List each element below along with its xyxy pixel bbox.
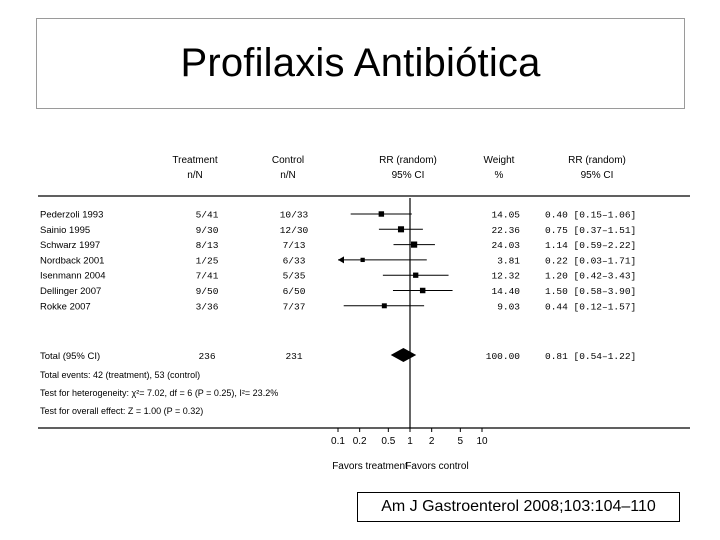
study-treatment: 9/30	[196, 225, 219, 236]
study-point-estimate	[381, 303, 387, 309]
note-overall-effect: Test for overall effect: Z = 1.00 (P = 0…	[40, 406, 203, 416]
total-weight: 100.00	[486, 351, 521, 362]
study-name: Isenmann 2004	[40, 271, 106, 282]
study-control: 7/13	[283, 240, 306, 251]
header-rr-2: 95% CI	[392, 170, 425, 181]
study-treatment: 1/25	[196, 255, 219, 266]
x-tick-label: 0.2	[353, 436, 367, 447]
study-name: Pederzoli 1993	[40, 210, 103, 221]
favors-treatment-label: Favors treatment	[332, 461, 408, 472]
x-tick-label: 0.5	[381, 436, 395, 447]
total-diamond	[390, 348, 417, 362]
header-control-1: Control	[272, 155, 304, 166]
study-point-estimate	[397, 226, 405, 233]
total-ci: 0.81 [0.54–1.22]	[545, 351, 636, 362]
study-treatment: 8/13	[196, 240, 219, 251]
note-heterogeneity: Test for heterogeneity: χ²= 7.02, df = 6…	[40, 388, 278, 398]
study-weight: 9.03	[497, 301, 520, 312]
x-tick-label: 1	[407, 436, 413, 447]
header-control-2: n/N	[280, 170, 296, 181]
slide-title: Profilaxis Antibiótica	[180, 41, 541, 85]
study-name: Schwarz 1997	[40, 240, 100, 251]
study-control: 12/30	[280, 225, 309, 236]
study-ci: 0.75 [0.37–1.51]	[545, 225, 636, 236]
study-weight: 14.40	[491, 286, 520, 297]
header-rr-1: RR (random)	[379, 155, 437, 166]
study-weight: 12.32	[491, 271, 520, 282]
study-control: 6/33	[283, 255, 306, 266]
study-control: 5/35	[283, 271, 306, 282]
header-treatment-1: Treatment	[172, 155, 217, 166]
study-ci-arrow	[338, 256, 344, 264]
note-events: Total events: 42 (treatment), 53 (contro…	[40, 370, 200, 380]
header-weight-2: %	[495, 170, 504, 181]
study-weight: 24.03	[491, 240, 520, 251]
study-name: Sainio 1995	[40, 225, 90, 236]
study-ci: 1.20 [0.42–3.43]	[545, 271, 636, 282]
study-ci: 1.50 [0.58–3.90]	[545, 286, 636, 297]
study-rows: Pederzoli 1993 5/41 10/33 14.05 0.40 [0.15–1…	[40, 198, 636, 428]
study-ci: 0.40 [0.15–1.06]	[545, 210, 636, 221]
study-treatment: 9/50	[196, 286, 219, 297]
citation-text: Am J Gastroenterol 2008;103:104–110	[381, 498, 656, 515]
study-name: Dellinger 2007	[40, 286, 101, 297]
study-treatment: 3/36	[196, 301, 219, 312]
x-tick-label: 10	[476, 436, 488, 447]
study-control: 10/33	[280, 210, 309, 221]
study-treatment: 7/41	[196, 271, 219, 282]
study-name: Rokke 2007	[40, 301, 91, 312]
study-weight: 3.81	[497, 255, 520, 266]
header-treatment-2: n/N	[187, 170, 203, 181]
study-weight: 22.36	[491, 225, 520, 236]
study-point-estimate	[411, 241, 418, 248]
study-point-estimate	[419, 287, 426, 294]
total-label: Total (95% CI)	[40, 351, 100, 362]
header-weight-1: Weight	[484, 155, 515, 166]
total-control: 231	[285, 351, 302, 362]
x-axis: 0.1 0.2 0.5 1 2 5 10	[331, 427, 488, 447]
study-name: Nordback 2001	[40, 255, 104, 266]
study-point-estimate	[378, 211, 385, 217]
study-ci: 0.44 [0.12–1.57]	[545, 301, 636, 312]
study-control: 7/37	[283, 301, 306, 312]
study-weight: 14.05	[491, 210, 520, 221]
study-point-estimate	[360, 257, 365, 263]
study-control: 6/50	[283, 286, 306, 297]
study-ci: 1.14 [0.59–2.22]	[545, 240, 636, 251]
study-point-estimate	[413, 272, 419, 278]
header-rrci-2: 95% CI	[581, 170, 614, 181]
total-treatment: 236	[198, 351, 215, 362]
citation-box: Am J Gastroenterol 2008;103:104–110	[357, 492, 680, 522]
x-tick-label: 0.1	[331, 436, 345, 447]
header-rrci-1: RR (random)	[568, 155, 626, 166]
title-box: Profilaxis Antibiótica	[36, 18, 685, 109]
x-tick-label: 2	[429, 436, 435, 447]
favors-control-label: Favors control	[405, 461, 468, 472]
study-ci: 0.22 [0.03–1.71]	[545, 255, 636, 266]
x-tick-label: 5	[458, 436, 464, 447]
study-treatment: 5/41	[196, 210, 219, 221]
